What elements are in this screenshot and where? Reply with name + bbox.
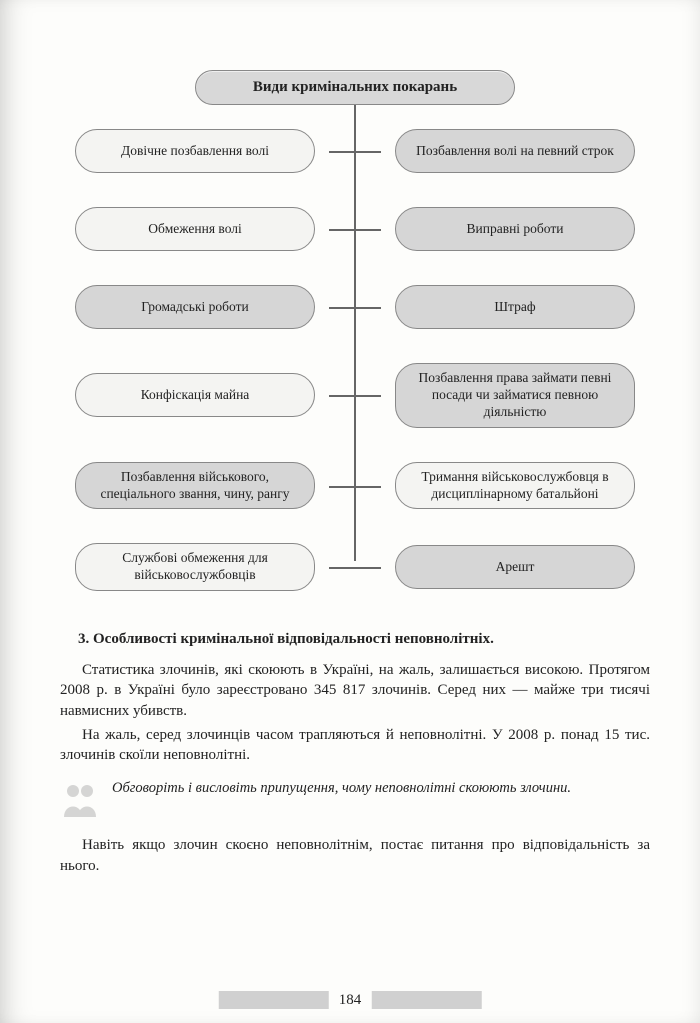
page-number-value: 184 xyxy=(329,992,372,1009)
diagram-row: Конфіскація майна Позбавлення права займ… xyxy=(75,363,635,428)
node-left: Обмеження волі xyxy=(75,207,315,251)
paragraph: Статистика злочинів, які скоюють в Украї… xyxy=(60,660,650,721)
paragraph: На жаль, серед злочинців часом трапляють… xyxy=(60,725,650,766)
node-left: Громадські роботи xyxy=(75,285,315,329)
node-right: Арешт xyxy=(395,545,635,589)
page-number: 184 xyxy=(219,991,482,1009)
node-right: Виправні роботи xyxy=(395,207,635,251)
discussion-text: Обговоріть і висловіть припущення, чому … xyxy=(112,779,650,799)
node-right: Тримання військовослужбовця в дисципліна… xyxy=(395,462,635,510)
textbook-page: Види кримінальних покарань Довічне позба… xyxy=(0,0,700,1023)
page-number-bar-right xyxy=(371,991,481,1009)
node-right: Позбавлення права займати певні посади ч… xyxy=(395,363,635,428)
discussion-icon xyxy=(60,779,100,819)
diagram-row: Обмеження волі Виправні роботи xyxy=(75,207,635,251)
node-left: Довічне позбавлення волі xyxy=(75,129,315,173)
node-right: Позбавлення волі на певний строк xyxy=(395,129,635,173)
diagram-row: Позбавлення військового, спеціального зв… xyxy=(75,462,635,510)
page-number-bar-left xyxy=(219,991,329,1009)
node-left: Службові обмеження для військовослужбовц… xyxy=(75,543,315,591)
discussion-block: Обговоріть і висловіть припущення, чому … xyxy=(60,779,650,819)
punishments-diagram: Види кримінальних покарань Довічне позба… xyxy=(75,70,635,591)
diagram-title: Види кримінальних покарань xyxy=(195,70,515,105)
diagram-row: Довічне позбавлення волі Позбавлення вол… xyxy=(75,129,635,173)
node-right: Штраф xyxy=(395,285,635,329)
paragraph: Навіть якщо злочин скоєно неповнолітнім,… xyxy=(60,835,650,876)
diagram-row: Службові обмеження для військовослужбовц… xyxy=(75,543,635,591)
diagram-row: Громадські роботи Штраф xyxy=(75,285,635,329)
section-heading: 3. Особливості кримінальної відповідальн… xyxy=(60,631,650,648)
node-left: Позбавлення військового, спеціального зв… xyxy=(75,462,315,510)
diagram-rows: Довічне позбавлення волі Позбавлення вол… xyxy=(75,129,635,591)
node-left: Конфіскація майна xyxy=(75,373,315,417)
